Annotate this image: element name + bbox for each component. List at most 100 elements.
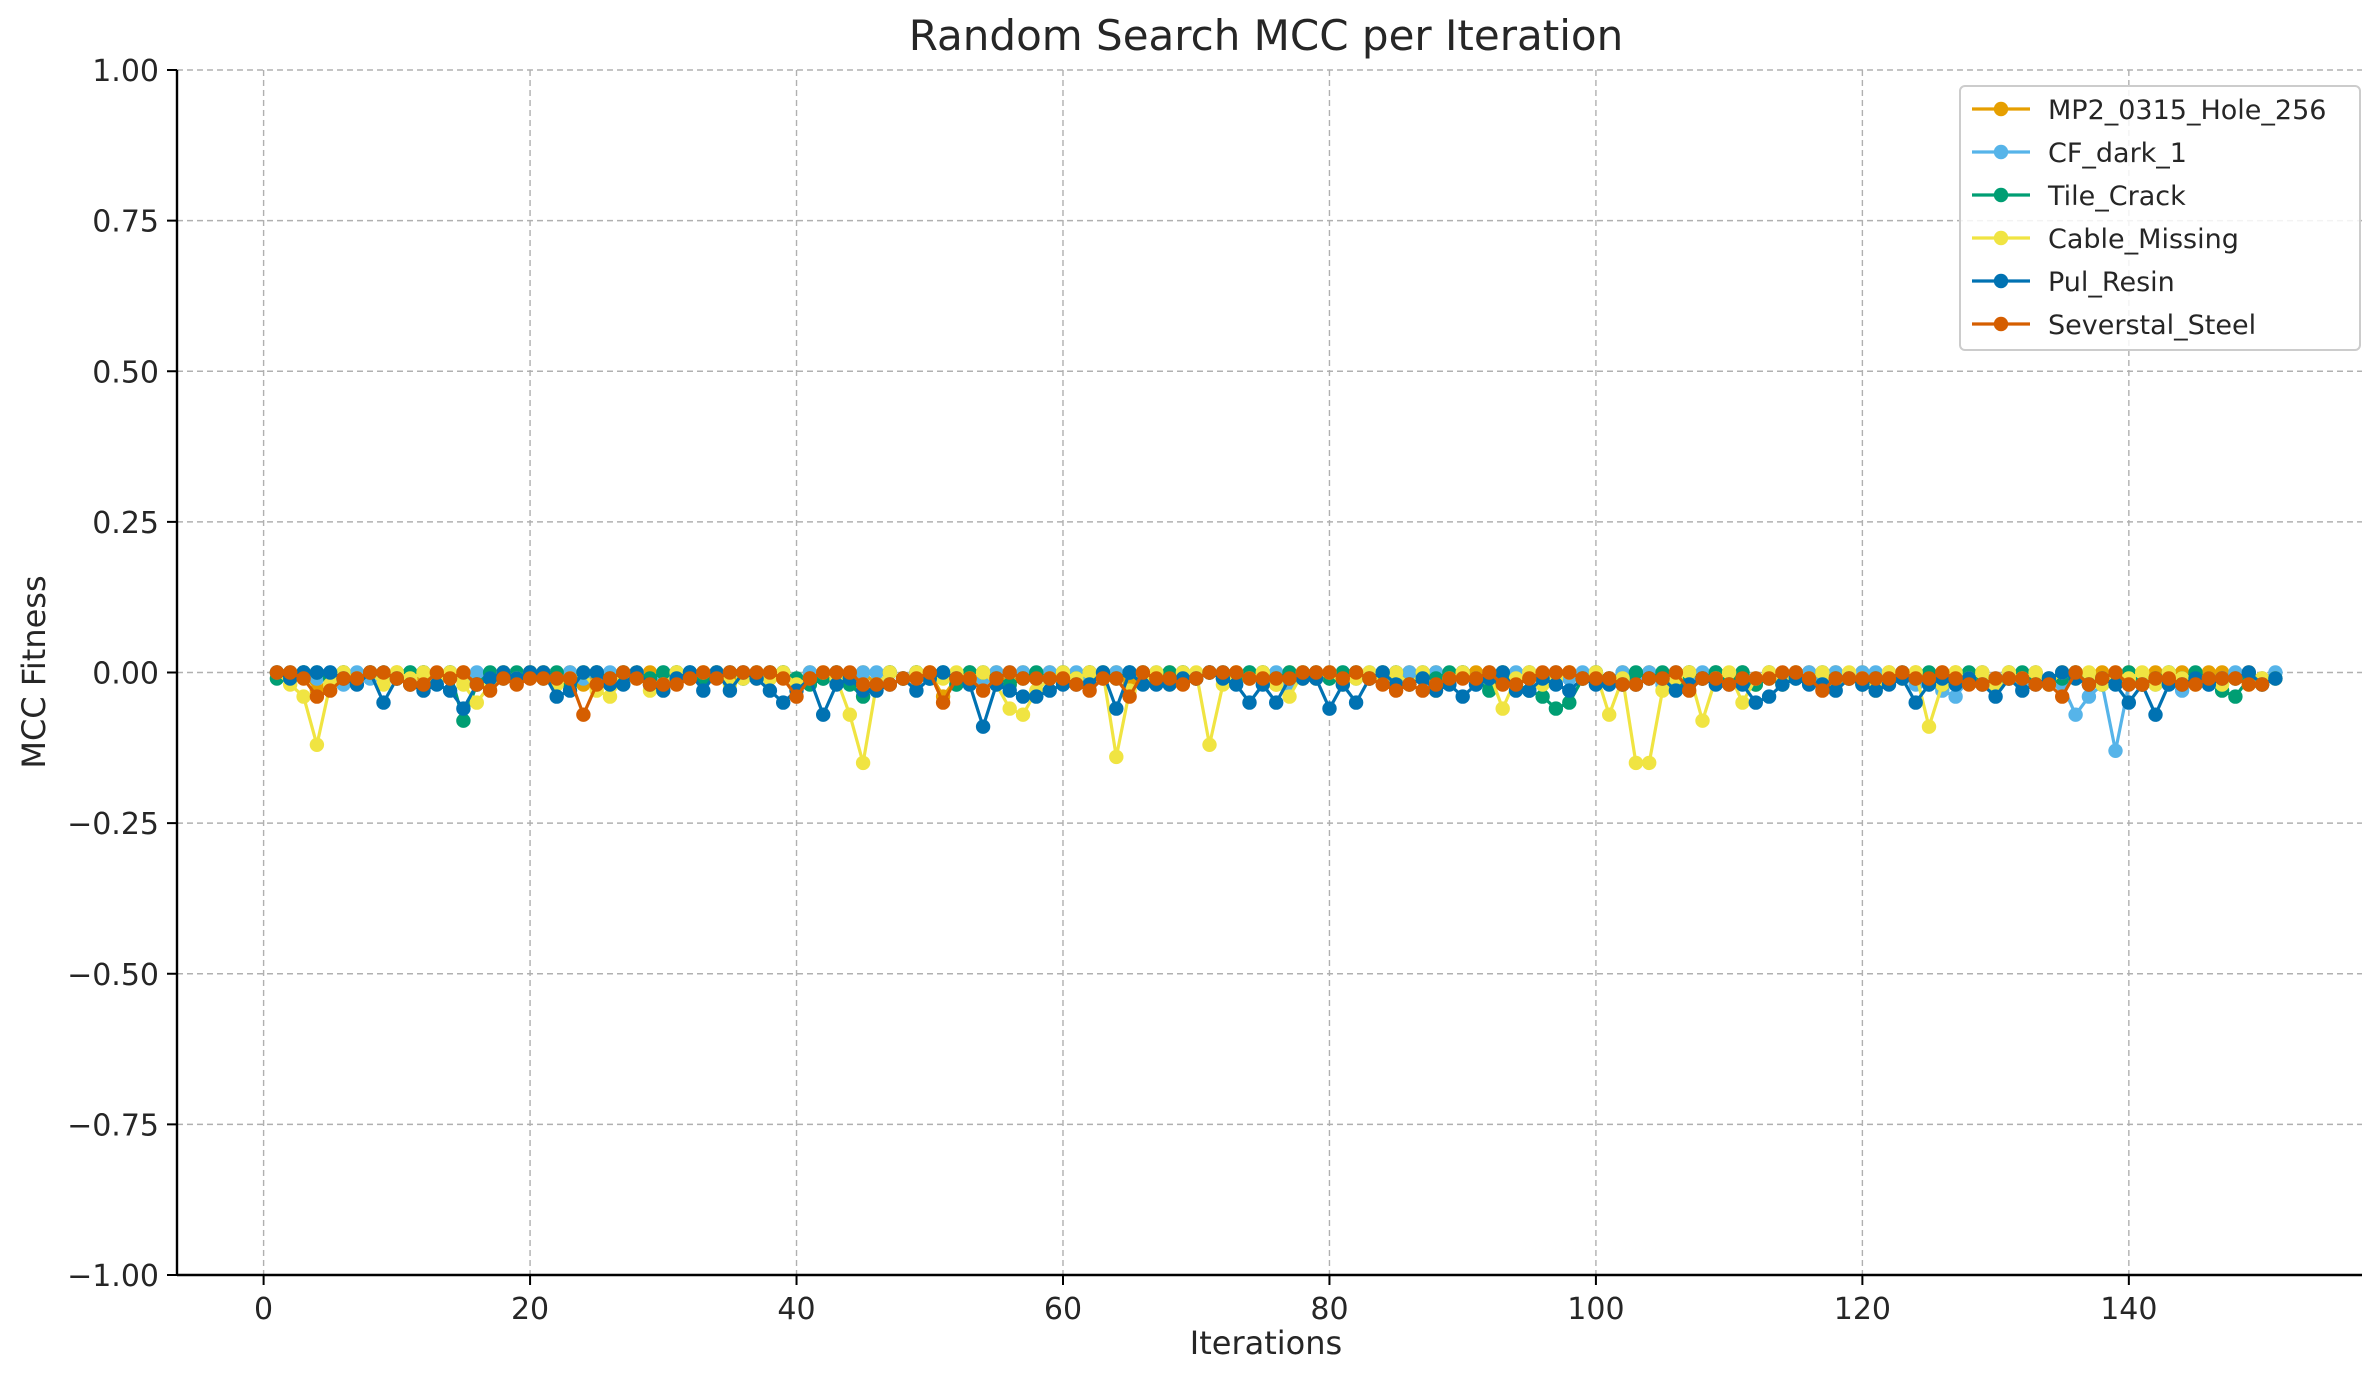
data-point xyxy=(1628,677,1644,692)
data-point xyxy=(736,665,751,680)
data-point xyxy=(442,683,458,698)
data-point xyxy=(1721,665,1737,680)
data-point xyxy=(1269,695,1284,710)
data-point xyxy=(1562,665,1577,680)
data-point xyxy=(296,689,311,704)
data-point xyxy=(1908,671,1923,686)
x-tick-label: 100 xyxy=(1567,1292,1624,1327)
legend-label: CF_dark_1 xyxy=(2048,138,2187,169)
data-point xyxy=(2028,665,2043,680)
data-point xyxy=(576,665,591,680)
data-point xyxy=(895,671,911,686)
data-point xyxy=(1548,701,1564,716)
data-point xyxy=(482,671,498,686)
data-point xyxy=(2108,743,2123,758)
data-point xyxy=(2081,677,2097,692)
data-point xyxy=(1721,677,1737,692)
data-point xyxy=(1042,671,1057,686)
data-point xyxy=(389,671,404,686)
legend-marker xyxy=(1993,144,2009,160)
data-point xyxy=(962,671,977,686)
data-point xyxy=(1988,689,2003,704)
y-tick-label: −0.25 xyxy=(67,807,159,842)
data-point xyxy=(1881,671,1897,686)
data-point xyxy=(869,677,884,692)
data-point xyxy=(509,677,524,692)
data-point xyxy=(1042,683,1057,698)
data-point xyxy=(1029,671,1044,686)
data-point xyxy=(2055,689,2070,704)
legend-label: MP2_0315_Hole_256 xyxy=(2048,95,2326,126)
data-point xyxy=(722,683,738,698)
data-point xyxy=(935,665,951,680)
x-tick-label: 60 xyxy=(1044,1292,1082,1327)
data-point xyxy=(776,671,791,686)
data-point xyxy=(2108,677,2123,692)
data-point xyxy=(416,665,431,680)
data-point xyxy=(1695,713,1710,728)
data-point xyxy=(776,695,791,710)
y-tick-label: 0.50 xyxy=(92,355,159,390)
data-point xyxy=(1282,671,1297,686)
data-point xyxy=(1002,701,1017,716)
data-point xyxy=(376,695,391,710)
data-point xyxy=(323,683,338,698)
data-point xyxy=(269,665,285,680)
data-point xyxy=(1335,671,1351,686)
data-point xyxy=(1015,671,1031,686)
data-point xyxy=(2121,677,2136,692)
data-point xyxy=(1655,683,1670,698)
data-point xyxy=(629,671,644,686)
data-point xyxy=(1628,665,1644,680)
data-point xyxy=(1602,707,1617,722)
data-point xyxy=(589,665,604,680)
data-point xyxy=(1189,671,1204,686)
tick-labels: 0 20 40 60 80 100 120 140 1.00 0.75 0.50 0.25 0.00 −0… xyxy=(67,54,2157,1327)
data-point xyxy=(2015,671,2030,686)
data-point xyxy=(1868,683,1883,698)
data-point xyxy=(909,683,924,698)
data-point xyxy=(616,677,631,692)
data-point xyxy=(1229,665,1244,680)
data-point xyxy=(2108,665,2123,680)
data-point xyxy=(989,671,1004,686)
data-point xyxy=(1895,665,1910,680)
data-point xyxy=(576,707,591,722)
data-point xyxy=(1375,677,1390,692)
data-point xyxy=(696,683,711,698)
y-tick-label: −1.00 xyxy=(67,1259,159,1294)
data-point xyxy=(2015,683,2030,698)
data-point xyxy=(469,665,484,680)
data-point xyxy=(1402,665,1417,680)
data-point xyxy=(855,665,871,680)
data-point xyxy=(2135,677,2150,692)
data-point xyxy=(309,665,325,680)
data-point xyxy=(1402,677,1417,692)
data-point xyxy=(2268,671,2283,686)
chart-title: Random Search MCC per Iteration xyxy=(909,11,1623,60)
data-point xyxy=(2254,677,2270,692)
data-point xyxy=(1828,683,1843,698)
data-point xyxy=(656,677,671,692)
data-point xyxy=(1508,677,1524,692)
data-point xyxy=(2068,665,2083,680)
data-point xyxy=(1868,671,1883,686)
legend-marker xyxy=(1993,316,2009,332)
data-point xyxy=(935,695,951,710)
data-point xyxy=(1988,671,2003,686)
data-point xyxy=(1602,671,1617,686)
data-point xyxy=(2028,677,2043,692)
data-point xyxy=(1029,689,1044,704)
data-point xyxy=(1935,665,1950,680)
data-point xyxy=(1575,671,1590,686)
data-point xyxy=(1961,677,1977,692)
data-point xyxy=(1215,665,1231,680)
plot-area xyxy=(269,665,2283,771)
data-point xyxy=(2241,665,2256,680)
data-point xyxy=(1109,749,1124,765)
y-tick-label: 1.00 xyxy=(92,54,159,89)
data-point xyxy=(1229,677,1244,692)
legend-entry: Cable_Missing xyxy=(1972,224,2239,255)
x-tick-label: 140 xyxy=(2100,1292,2157,1327)
data-point xyxy=(1282,689,1297,704)
